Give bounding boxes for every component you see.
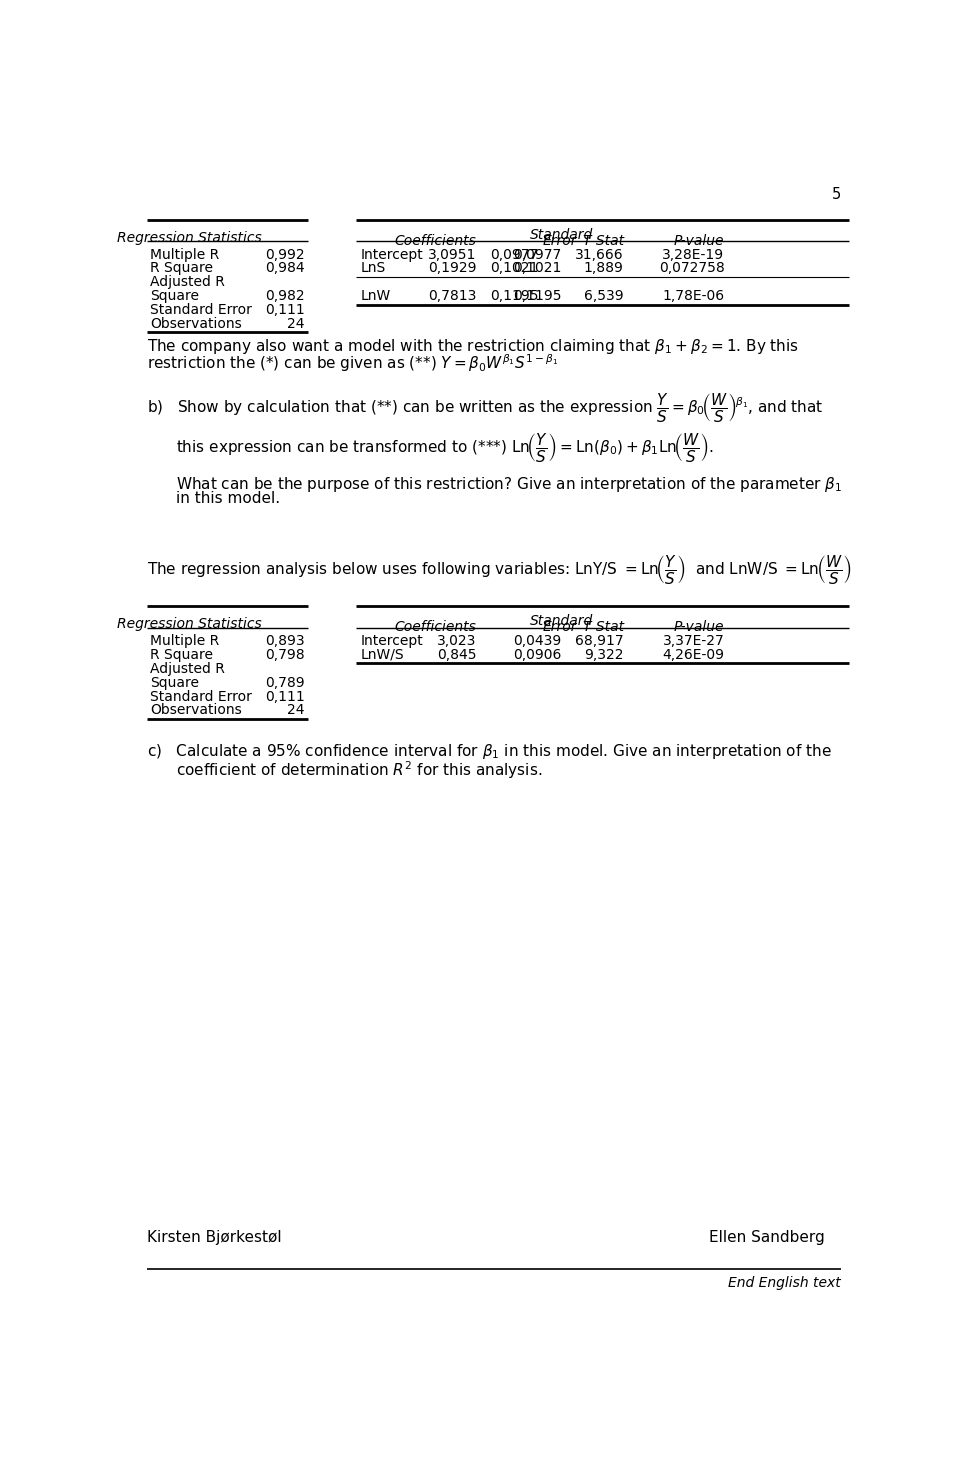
Text: 3,023: 3,023: [437, 634, 476, 648]
Text: in this model.: in this model.: [176, 491, 280, 507]
Text: 24: 24: [287, 317, 304, 331]
Text: 1,78E-06: 1,78E-06: [662, 289, 725, 304]
Text: End English text: End English text: [728, 1276, 841, 1291]
Text: Observations: Observations: [150, 317, 242, 331]
Text: T Stat: T Stat: [583, 234, 624, 248]
Text: Standard Error: Standard Error: [150, 689, 252, 704]
Text: 3,37E-27: 3,37E-27: [662, 634, 725, 648]
Text: Ellen Sandberg: Ellen Sandberg: [709, 1231, 825, 1245]
Text: 31,666: 31,666: [575, 248, 624, 261]
Text: Standard Error: Standard Error: [150, 304, 252, 317]
Text: 0,1021: 0,1021: [514, 261, 562, 276]
Text: 0,0439: 0,0439: [514, 634, 562, 648]
Text: 0,0906: 0,0906: [514, 648, 562, 661]
Text: Kirsten Bjørkestøl: Kirsten Bjørkestøl: [147, 1231, 281, 1245]
Text: Multiple R: Multiple R: [150, 248, 220, 261]
Text: Square: Square: [150, 676, 200, 689]
Text: R Square: R Square: [150, 261, 213, 276]
Text: P-value: P-value: [674, 234, 725, 248]
Text: Multiple R: Multiple R: [150, 634, 220, 648]
Text: Intercept: Intercept: [360, 634, 423, 648]
Text: 4,26E-09: 4,26E-09: [662, 648, 725, 661]
Text: Regression Statistics: Regression Statistics: [117, 231, 262, 245]
Text: LnW/S: LnW/S: [360, 648, 404, 661]
Text: Standard: Standard: [530, 228, 593, 241]
Text: 0,1195: 0,1195: [514, 289, 562, 304]
Text: Adjusted R: Adjusted R: [150, 276, 225, 289]
Text: 0,984: 0,984: [265, 261, 304, 276]
Text: 0,1929: 0,1929: [428, 261, 476, 276]
Text: 0,789: 0,789: [265, 676, 304, 689]
Text: 0,111: 0,111: [265, 304, 304, 317]
Text: Intercept: Intercept: [360, 248, 423, 261]
Text: 0,992: 0,992: [265, 248, 304, 261]
Text: 0,1021: 0,1021: [491, 261, 539, 276]
Text: Adjusted R: Adjusted R: [150, 661, 225, 676]
Text: Standard: Standard: [530, 615, 593, 628]
Text: 0,1195: 0,1195: [490, 289, 539, 304]
Text: 9,322: 9,322: [585, 648, 624, 661]
Text: 0,845: 0,845: [437, 648, 476, 661]
Text: Observations: Observations: [150, 704, 242, 717]
Text: 3,28E-19: 3,28E-19: [662, 248, 725, 261]
Text: 3,0951: 3,0951: [428, 248, 476, 261]
Text: LnW: LnW: [360, 289, 391, 304]
Text: coefficient of determination $R^2$ for this analysis.: coefficient of determination $R^2$ for t…: [176, 759, 542, 781]
Text: Regression Statistics: Regression Statistics: [117, 618, 262, 631]
Text: Error: Error: [542, 234, 577, 248]
Text: 0,982: 0,982: [265, 289, 304, 304]
Text: 68,917: 68,917: [575, 634, 624, 648]
Text: What can be the purpose of this restriction? Give an interpretation of the param: What can be the purpose of this restrict…: [176, 476, 842, 495]
Text: restriction the (*) can be given as (**) $Y = \beta_0 W^{\beta_1} S^{1-\beta_1}$: restriction the (*) can be given as (**)…: [147, 352, 558, 374]
Text: 0,0977: 0,0977: [491, 248, 539, 261]
Text: 6,539: 6,539: [584, 289, 624, 304]
Text: 0,0977: 0,0977: [514, 248, 562, 261]
Text: The company also want a model with the restriction claiming that $\beta_1 + \bet: The company also want a model with the r…: [147, 337, 799, 356]
Text: this expression can be transformed to (***) $\mathrm{Ln}\!\left(\dfrac{Y}{S}\rig: this expression can be transformed to (*…: [176, 431, 714, 464]
Text: P-value: P-value: [674, 620, 725, 634]
Text: LnS: LnS: [360, 261, 386, 276]
Text: 5: 5: [831, 187, 841, 201]
Text: T Stat: T Stat: [583, 620, 624, 634]
Text: R Square: R Square: [150, 648, 213, 661]
Text: 0,111: 0,111: [265, 689, 304, 704]
Text: Coefficients: Coefficients: [395, 234, 476, 248]
Text: 0,7813: 0,7813: [428, 289, 476, 304]
Text: 1,889: 1,889: [584, 261, 624, 276]
Text: c)   Calculate a 95% confidence interval for $\beta_1$ in this model. Give an in: c) Calculate a 95% confidence interval f…: [147, 742, 831, 761]
Text: b)   Show by calculation that (**) can be written as the expression $\dfrac{Y}{S: b) Show by calculation that (**) can be …: [147, 391, 824, 423]
Text: 0,798: 0,798: [265, 648, 304, 661]
Text: Square: Square: [150, 289, 200, 304]
Text: 0,893: 0,893: [265, 634, 304, 648]
Text: 24: 24: [287, 704, 304, 717]
Text: Coefficients: Coefficients: [395, 620, 476, 634]
Text: 0,072758: 0,072758: [659, 261, 725, 276]
Text: Error: Error: [542, 620, 577, 634]
Text: The regression analysis below uses following variables: LnY/S $= \mathrm{Ln}\!\l: The regression analysis below uses follo…: [147, 552, 852, 585]
